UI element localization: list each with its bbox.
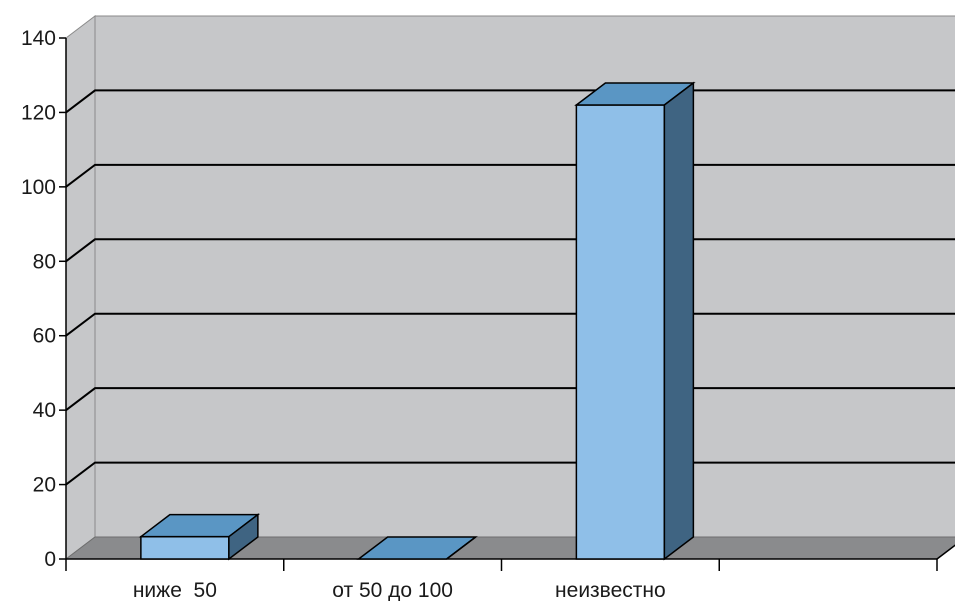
x-category-label: неизвестно: [555, 579, 666, 601]
bar-side: [663, 81, 695, 561]
y-tick-label: 0: [44, 548, 56, 571]
back-wall: [94, 15, 955, 538]
labels: 0 20 40 60 80 100 120 140 ниже 50 от 50 до 100 неи…: [21, 27, 666, 602]
y-tick-label: 120: [21, 101, 56, 124]
y-tick-label: 20: [33, 474, 56, 497]
bar-side: [446, 536, 477, 560]
floor-edge: [936, 544, 955, 560]
bar: [575, 104, 666, 560]
y-tick-label: 60: [33, 325, 56, 348]
y-tick-label: 100: [21, 176, 56, 199]
y-tick-label: 140: [21, 27, 56, 50]
x-category-label: от 50 до 100: [332, 579, 453, 601]
side-wall: [65, 14, 96, 561]
bar-side: [228, 513, 259, 561]
chart-walls: [64, 14, 955, 561]
bars: [138, 81, 696, 561]
y-tick-label: 80: [33, 250, 56, 273]
x-category-label: ниже 50: [133, 579, 217, 601]
y-tick-label: 40: [33, 399, 56, 422]
bar: [140, 535, 230, 560]
